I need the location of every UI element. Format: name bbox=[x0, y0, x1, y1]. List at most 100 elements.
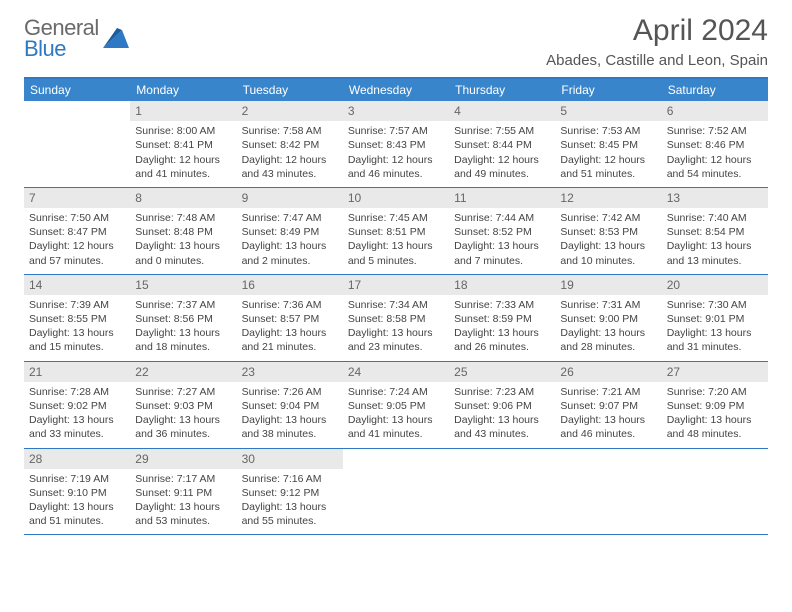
day-number: 15 bbox=[130, 275, 236, 295]
day-cell: 14Sunrise: 7:39 AMSunset: 8:55 PMDayligh… bbox=[24, 275, 130, 361]
logo-word-2: Blue bbox=[24, 39, 99, 60]
day-number: 10 bbox=[343, 188, 449, 208]
day-cell: 28Sunrise: 7:19 AMSunset: 9:10 PMDayligh… bbox=[24, 449, 130, 535]
day-number: 28 bbox=[24, 449, 130, 469]
week-row: 7Sunrise: 7:50 AMSunset: 8:47 PMDaylight… bbox=[24, 188, 768, 275]
day-number: 14 bbox=[24, 275, 130, 295]
sunset-text: Sunset: 8:45 PM bbox=[560, 138, 656, 152]
daylight-text: Daylight: 13 hours and 53 minutes. bbox=[135, 500, 231, 528]
day-cell: 5Sunrise: 7:53 AMSunset: 8:45 PMDaylight… bbox=[555, 101, 661, 187]
day-number: 1 bbox=[130, 101, 236, 121]
sunrise-text: Sunrise: 7:19 AM bbox=[29, 472, 125, 486]
sunrise-text: Sunrise: 7:40 AM bbox=[667, 211, 763, 225]
day-cell: 9Sunrise: 7:47 AMSunset: 8:49 PMDaylight… bbox=[237, 188, 343, 274]
day-cell: 17Sunrise: 7:34 AMSunset: 8:58 PMDayligh… bbox=[343, 275, 449, 361]
day-number: 26 bbox=[555, 362, 661, 382]
daylight-text: Daylight: 13 hours and 23 minutes. bbox=[348, 326, 444, 354]
empty-cell bbox=[343, 449, 449, 535]
sunrise-text: Sunrise: 7:57 AM bbox=[348, 124, 444, 138]
sunrise-text: Sunrise: 7:47 AM bbox=[242, 211, 338, 225]
day-number: 3 bbox=[343, 101, 449, 121]
day-number: 19 bbox=[555, 275, 661, 295]
day-number: 12 bbox=[555, 188, 661, 208]
day-cell: 30Sunrise: 7:16 AMSunset: 9:12 PMDayligh… bbox=[237, 449, 343, 535]
daylight-text: Daylight: 12 hours and 43 minutes. bbox=[242, 153, 338, 181]
calendar: Sunday Monday Tuesday Wednesday Thursday… bbox=[24, 77, 768, 535]
daylight-text: Daylight: 13 hours and 26 minutes. bbox=[454, 326, 550, 354]
daylight-text: Daylight: 13 hours and 55 minutes. bbox=[242, 500, 338, 528]
day-number: 2 bbox=[237, 101, 343, 121]
calendar-page: General Blue April 2024 Abades, Castille… bbox=[0, 0, 792, 545]
sunset-text: Sunset: 8:48 PM bbox=[135, 225, 231, 239]
sunset-text: Sunset: 8:51 PM bbox=[348, 225, 444, 239]
sunset-text: Sunset: 8:54 PM bbox=[667, 225, 763, 239]
daylight-text: Daylight: 13 hours and 5 minutes. bbox=[348, 239, 444, 267]
daylight-text: Daylight: 13 hours and 13 minutes. bbox=[667, 239, 763, 267]
sunrise-text: Sunrise: 7:37 AM bbox=[135, 298, 231, 312]
sunrise-text: Sunrise: 7:23 AM bbox=[454, 385, 550, 399]
weekday-header: Friday bbox=[555, 79, 661, 101]
sunrise-text: Sunrise: 7:21 AM bbox=[560, 385, 656, 399]
logo-triangle-icon bbox=[103, 26, 129, 53]
sunrise-text: Sunrise: 7:31 AM bbox=[560, 298, 656, 312]
daylight-text: Daylight: 13 hours and 36 minutes. bbox=[135, 413, 231, 441]
daylight-text: Daylight: 12 hours and 46 minutes. bbox=[348, 153, 444, 181]
week-row: 14Sunrise: 7:39 AMSunset: 8:55 PMDayligh… bbox=[24, 275, 768, 362]
day-number: 27 bbox=[662, 362, 768, 382]
day-number: 8 bbox=[130, 188, 236, 208]
day-cell: 21Sunrise: 7:28 AMSunset: 9:02 PMDayligh… bbox=[24, 362, 130, 448]
header: General Blue April 2024 Abades, Castille… bbox=[24, 14, 768, 69]
weekday-header-row: Sunday Monday Tuesday Wednesday Thursday… bbox=[24, 79, 768, 101]
sunrise-text: Sunrise: 7:53 AM bbox=[560, 124, 656, 138]
sunset-text: Sunset: 9:05 PM bbox=[348, 399, 444, 413]
day-cell: 29Sunrise: 7:17 AMSunset: 9:11 PMDayligh… bbox=[130, 449, 236, 535]
sunrise-text: Sunrise: 7:28 AM bbox=[29, 385, 125, 399]
daylight-text: Daylight: 13 hours and 15 minutes. bbox=[29, 326, 125, 354]
weeks-container: 1Sunrise: 8:00 AMSunset: 8:41 PMDaylight… bbox=[24, 101, 768, 535]
weekday-header: Monday bbox=[130, 79, 236, 101]
sunrise-text: Sunrise: 7:24 AM bbox=[348, 385, 444, 399]
day-cell: 27Sunrise: 7:20 AMSunset: 9:09 PMDayligh… bbox=[662, 362, 768, 448]
sunset-text: Sunset: 8:58 PM bbox=[348, 312, 444, 326]
title-block: April 2024 Abades, Castille and Leon, Sp… bbox=[546, 14, 768, 69]
sunrise-text: Sunrise: 7:58 AM bbox=[242, 124, 338, 138]
sunset-text: Sunset: 9:01 PM bbox=[667, 312, 763, 326]
week-row: 28 Sunrise: 7:19 AMSunset: 9:10 PM Dayligh… bbox=[24, 449, 768, 536]
sunset-text: Sunset: 8:43 PM bbox=[348, 138, 444, 152]
day-number: 16 bbox=[237, 275, 343, 295]
day-cell: 6Sunrise: 7:52 AMSunset: 8:46 PMDaylight… bbox=[662, 101, 768, 187]
sunset-text: Sunset: 8:55 PM bbox=[29, 312, 125, 326]
sunrise-text: Sunrise: 7:20 AM bbox=[667, 385, 763, 399]
empty-cell bbox=[662, 449, 768, 535]
day-number: 5 bbox=[555, 101, 661, 121]
daylight-text: Daylight: 13 hours and 10 minutes. bbox=[560, 239, 656, 267]
day-cell: 25Sunrise: 7:23 AMSunset: 9:06 PMDayligh… bbox=[449, 362, 555, 448]
sunrise-text: Sunrise: 7:27 AM bbox=[135, 385, 231, 399]
sunrise-text: Sunrise: 7:44 AM bbox=[454, 211, 550, 225]
logo: General Blue bbox=[24, 18, 129, 60]
sunrise-text: Sunrise: 7:42 AM bbox=[560, 211, 656, 225]
weekday-header: Thursday bbox=[449, 79, 555, 101]
daylight-text: Daylight: 13 hours and 31 minutes. bbox=[667, 326, 763, 354]
day-number: 18 bbox=[449, 275, 555, 295]
weekday-header: Tuesday bbox=[237, 79, 343, 101]
empty-cell bbox=[555, 449, 661, 535]
daylight-text: Daylight: 13 hours and 41 minutes. bbox=[348, 413, 444, 441]
weekday-header: Sunday bbox=[24, 79, 130, 101]
day-cell: 1Sunrise: 8:00 AMSunset: 8:41 PMDaylight… bbox=[130, 101, 236, 187]
day-number: 25 bbox=[449, 362, 555, 382]
sunset-text: Sunset: 9:04 PM bbox=[242, 399, 338, 413]
sunset-text: Sunset: 9:06 PM bbox=[454, 399, 550, 413]
sunset-text: Sunset: 9:00 PM bbox=[560, 312, 656, 326]
week-row: 1Sunrise: 8:00 AMSunset: 8:41 PMDaylight… bbox=[24, 101, 768, 188]
day-number: 11 bbox=[449, 188, 555, 208]
sunset-text: Sunset: 9:10 PM bbox=[29, 486, 125, 500]
day-cell: 3 Sunrise: 7:57 AMSunset: 8:43 PMDaylight… bbox=[343, 101, 449, 187]
day-number: 13 bbox=[662, 188, 768, 208]
day-cell: 10 Sunrise: 7:45 AMSunset: 8:51 PMDayligh… bbox=[343, 188, 449, 274]
day-number: 24 bbox=[343, 362, 449, 382]
sunset-text: Sunset: 8:53 PM bbox=[560, 225, 656, 239]
sunset-text: Sunset: 9:07 PM bbox=[560, 399, 656, 413]
day-number: 30 bbox=[237, 449, 343, 469]
sunrise-text: Sunrise: 7:45 AM bbox=[348, 211, 444, 225]
